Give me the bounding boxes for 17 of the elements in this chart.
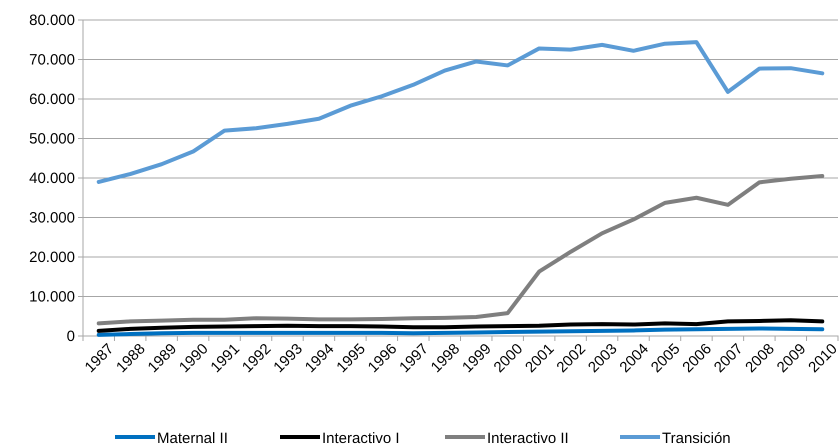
y-tick-label: 70.000 xyxy=(29,51,75,68)
legend-label: Maternal II xyxy=(157,430,228,445)
legend-label: Interactivo II xyxy=(487,430,569,445)
line-series xyxy=(96,40,824,184)
y-tick-label: 30.000 xyxy=(29,209,75,226)
legend-label: Interactivo I xyxy=(322,430,400,445)
line-series xyxy=(96,326,824,337)
line-series xyxy=(96,318,824,333)
y-tick-label: 40.000 xyxy=(29,170,75,187)
y-tick-label: 10.000 xyxy=(29,288,75,306)
y-tick-label: 60.000 xyxy=(29,90,75,108)
y-tick-label: 20.000 xyxy=(29,248,75,266)
y-tick-label: 80.000 xyxy=(29,12,75,29)
line-series xyxy=(96,174,824,326)
legend-label: Transición xyxy=(662,430,731,445)
y-tick-label: 50.000 xyxy=(29,130,75,148)
y-tick-label: 0 xyxy=(66,328,75,345)
